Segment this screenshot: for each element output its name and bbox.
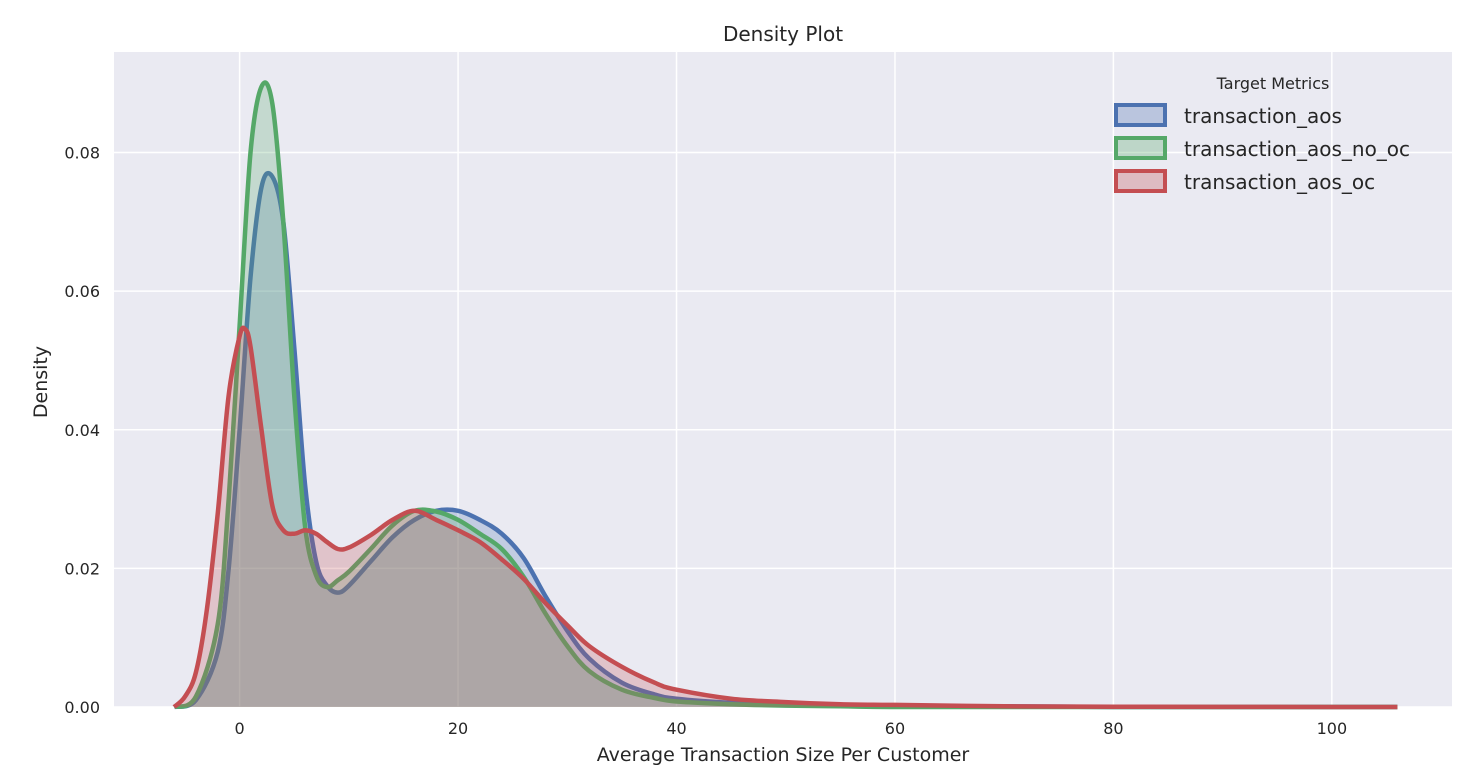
y-tick-label: 0.06 [64,282,100,301]
x-axis-ticks: 0 20 40 60 80 100 [235,719,1348,738]
series-layer [172,80,1398,710]
y-tick-label: 0.04 [64,421,100,440]
legend-label-transaction_aos: transaction_aos [1184,104,1342,128]
y-tick-label: 0.08 [64,144,100,163]
series-line-transaction_aos_oc [172,325,1398,710]
legend-label-transaction_aos_no_oc: transaction_aos_no_oc [1184,137,1410,161]
x-tick-label: 40 [666,719,686,738]
legend-swatch-transaction_aos_no_oc [1114,136,1167,160]
legend: Target Metrics transaction_aos transactio… [1114,74,1410,194]
y-tick-label: 0.02 [64,559,100,578]
y-axis-ticks: 0.00 0.02 0.04 0.06 0.08 [64,144,100,717]
y-tick-label: 0.00 [64,698,100,717]
legend-label-transaction_aos_oc: transaction_aos_oc [1184,170,1375,194]
legend-swatch-transaction_aos [1114,103,1167,127]
x-tick-label: 60 [885,719,905,738]
x-tick-label: 80 [1103,719,1123,738]
series-area-transaction_aos_oc [174,327,1398,707]
legend-title: Target Metrics [1216,74,1330,93]
chart-title: Density Plot [723,22,843,46]
x-tick-label: 0 [235,719,245,738]
series-area-transaction_aos [174,173,1398,708]
y-axis-label: Density [30,346,52,418]
x-tick-label: 100 [1317,719,1348,738]
x-tick-label: 20 [448,719,468,738]
legend-swatch-transaction_aos_oc [1114,169,1167,193]
plot-background [114,52,1452,707]
series-area-transaction_aos_no_oc [174,82,1398,708]
x-axis-label: Average Transaction Size Per Customer [597,744,970,766]
